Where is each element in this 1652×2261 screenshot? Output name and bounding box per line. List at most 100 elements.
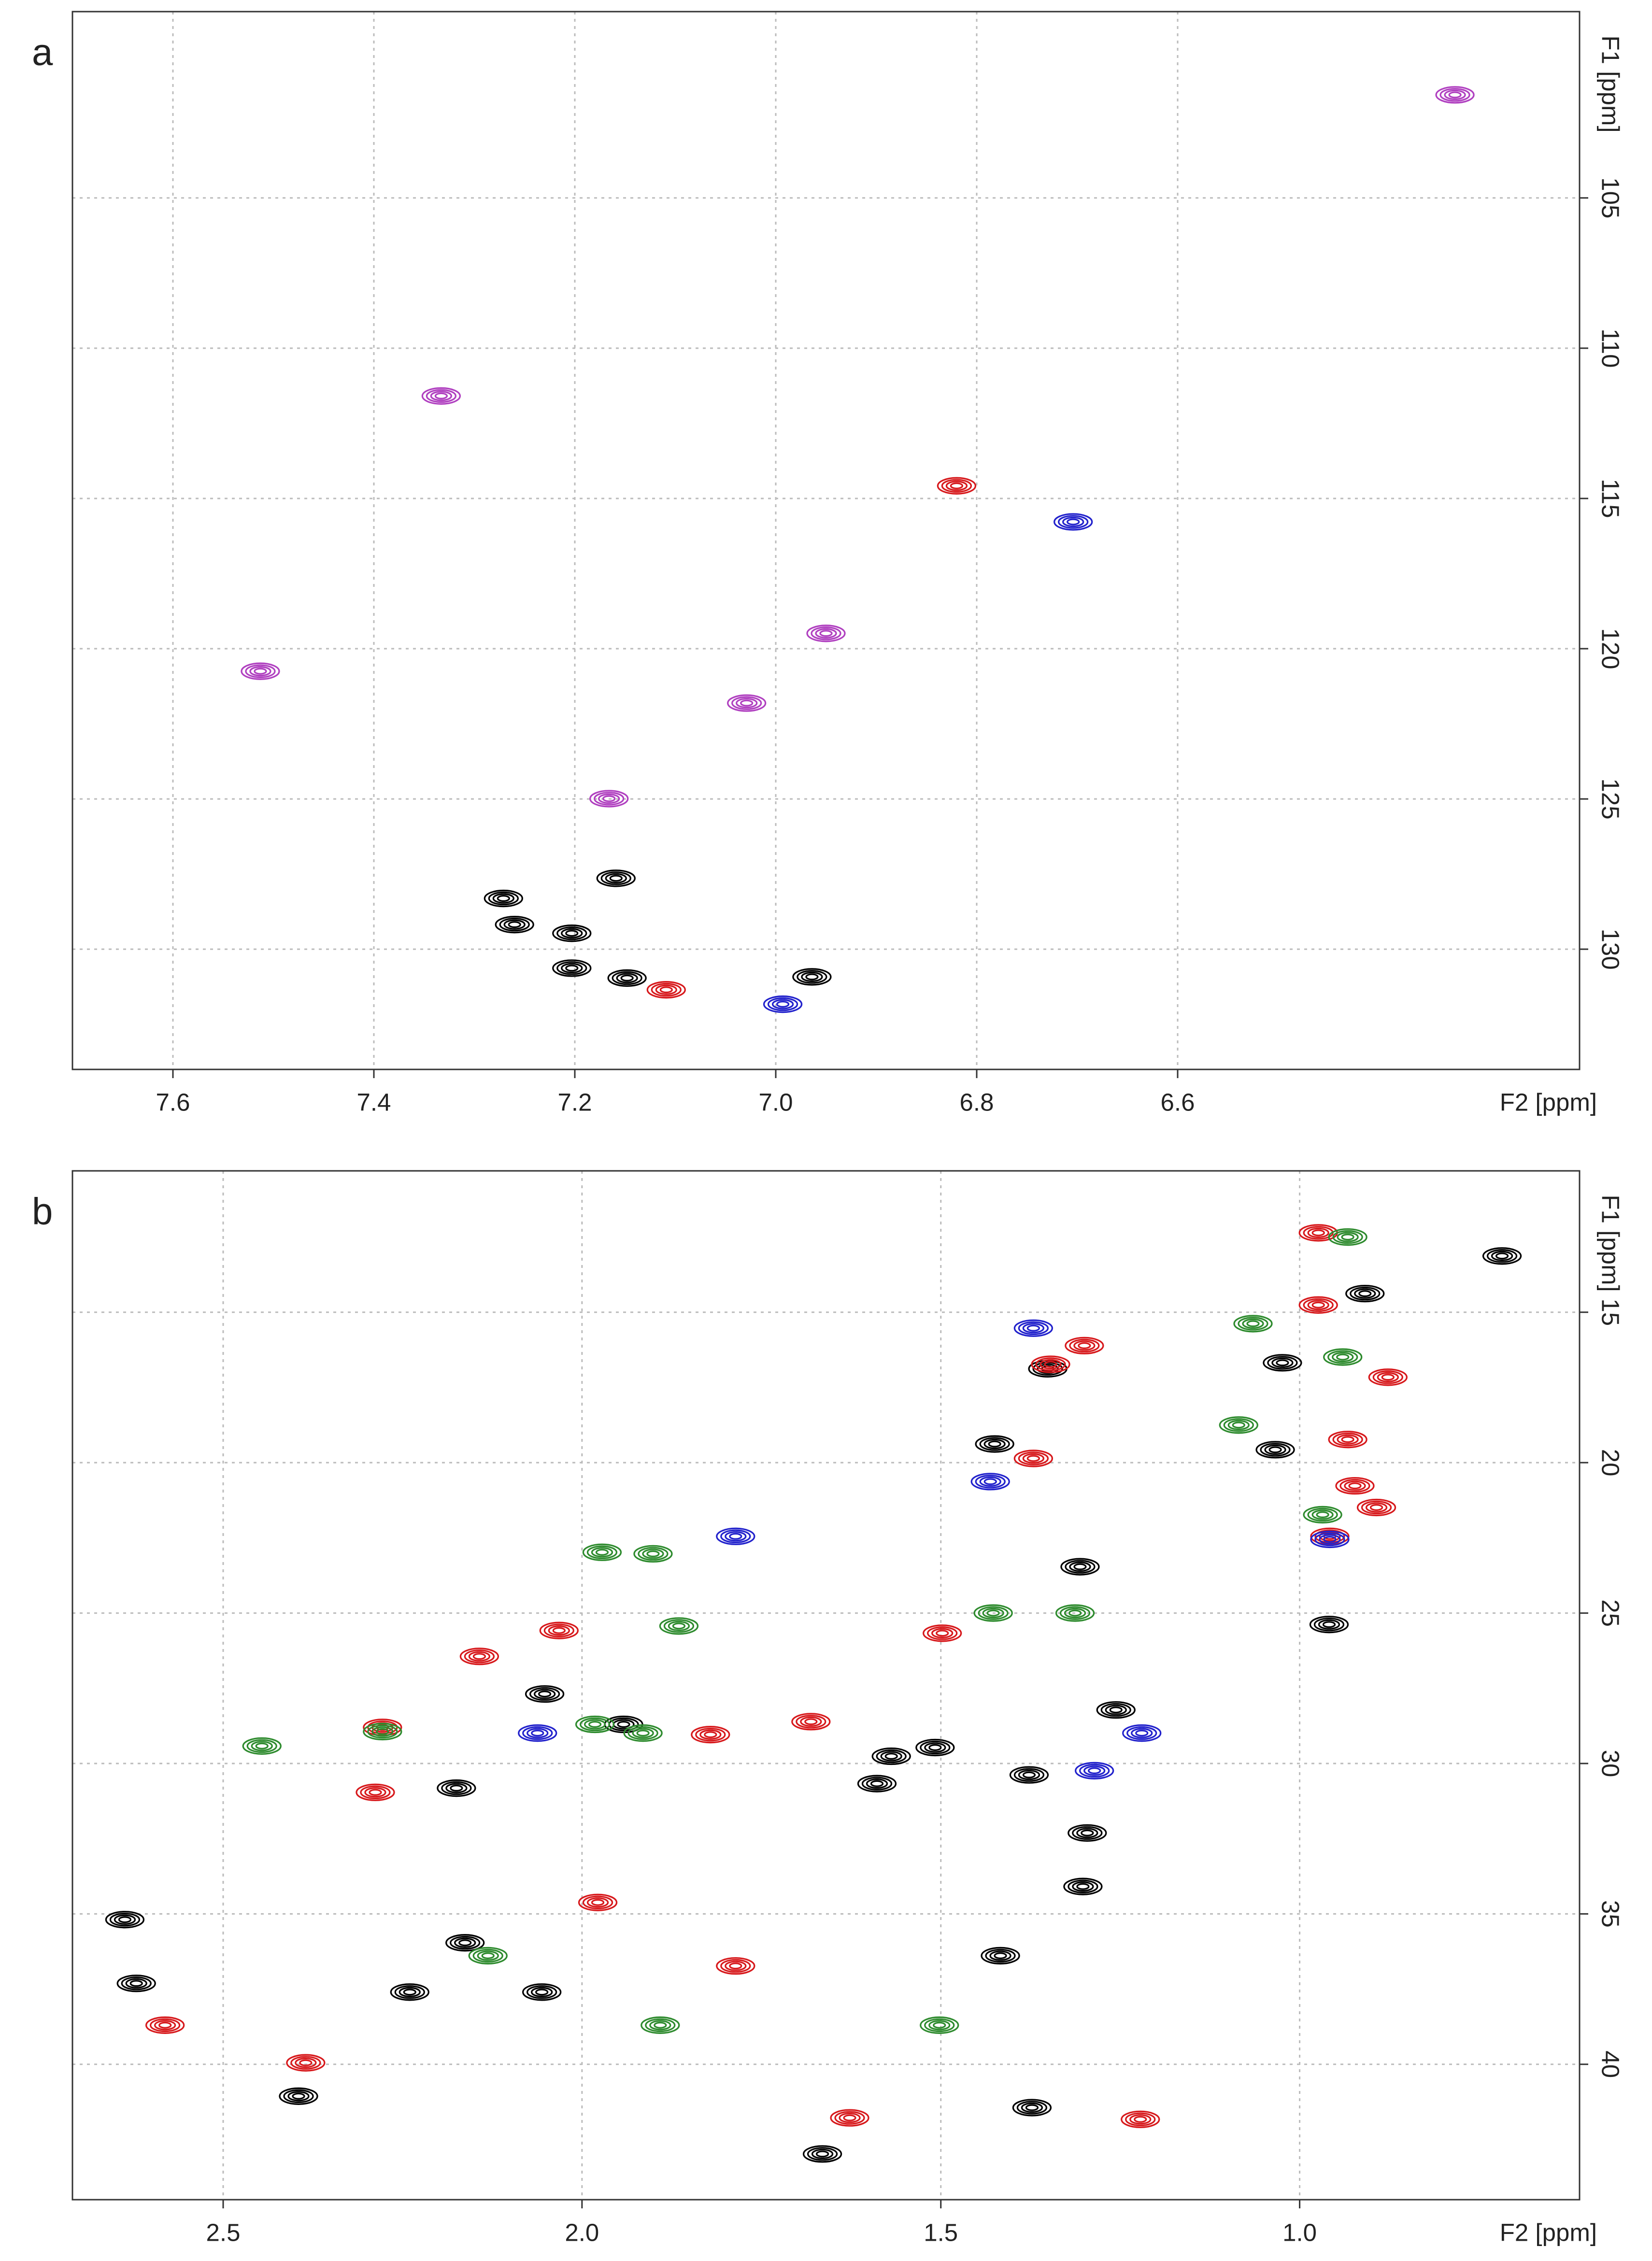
contour: [920, 2016, 959, 2034]
contour: [121, 1977, 152, 1991]
contour: [729, 1533, 742, 1540]
contour: [1083, 1765, 1106, 1776]
contour: [1238, 1317, 1268, 1331]
peak: [1298, 1296, 1338, 1314]
contour: [1337, 1434, 1359, 1445]
contour: [527, 1985, 557, 1999]
contour: [1060, 1558, 1100, 1576]
contour: [1345, 1285, 1385, 1303]
contour: [1044, 1361, 1057, 1368]
y-tick-label: 20: [1597, 1449, 1624, 1477]
contour: [1062, 516, 1084, 527]
contour: [535, 1989, 549, 1996]
peak: [286, 2054, 326, 2072]
contour: [839, 2112, 861, 2123]
contour: [492, 893, 514, 904]
peak: [857, 1775, 897, 1792]
contour: [1232, 1422, 1245, 1429]
contour: [649, 2020, 671, 2031]
peak: [582, 1543, 622, 1561]
contour: [857, 1775, 897, 1792]
contour: [245, 664, 276, 678]
contour: [800, 1716, 822, 1727]
contour: [1013, 1768, 1045, 1782]
contour: [1311, 1229, 1325, 1237]
contour: [472, 1948, 503, 1963]
peak: [806, 625, 846, 642]
contour: [704, 1731, 717, 1738]
contour: [591, 1547, 613, 1558]
contour: [1242, 1318, 1264, 1329]
contour: [819, 630, 833, 637]
peak: [145, 2016, 185, 2034]
contour: [1105, 1705, 1127, 1715]
contour: [1018, 1451, 1049, 1465]
contour: [1332, 1351, 1354, 1363]
contour: [1065, 1337, 1104, 1355]
contour: [499, 917, 530, 932]
contour: [1025, 2104, 1039, 2111]
peak: [525, 1685, 565, 1703]
contour: [283, 2089, 314, 2104]
contour: [609, 875, 623, 882]
contour: [292, 2092, 305, 2100]
contour: [1223, 1418, 1254, 1432]
contour: [1100, 1703, 1131, 1717]
peak: [552, 959, 592, 977]
peak: [495, 916, 534, 934]
contour: [538, 1691, 552, 1698]
contour: [1344, 1480, 1366, 1491]
contour: [1264, 1444, 1286, 1455]
contour: [488, 891, 519, 906]
peak: [915, 1738, 955, 1757]
contour: [295, 2058, 317, 2068]
contour: [1328, 1228, 1367, 1246]
peak: [1012, 2099, 1052, 2117]
contour: [437, 1779, 476, 1797]
contour: [1031, 1355, 1070, 1373]
contour: [1336, 1353, 1350, 1361]
contour: [503, 919, 526, 930]
contour: [1065, 1560, 1096, 1574]
contour: [356, 1783, 395, 1801]
peak: [105, 1911, 145, 1929]
peak: [1435, 86, 1475, 104]
contour: [508, 921, 521, 928]
contour: [518, 1724, 557, 1742]
contour: [421, 387, 461, 405]
peak: [1063, 1877, 1103, 1895]
peak: [1309, 1616, 1349, 1634]
contour: [481, 1952, 495, 1960]
peak: [522, 1983, 562, 2001]
contour: [1323, 1536, 1337, 1543]
contour: [403, 1989, 416, 1996]
contour: [763, 995, 803, 1013]
peak: [1054, 513, 1093, 531]
contour: [525, 1685, 565, 1703]
contour: [286, 2054, 326, 2072]
contour: [588, 1721, 602, 1728]
peak: [607, 969, 647, 987]
peak: [1323, 1348, 1363, 1366]
contour: [797, 970, 827, 984]
contour: [565, 930, 579, 937]
contour: [1009, 1766, 1049, 1784]
peak: [659, 1617, 699, 1635]
contour: [154, 2020, 176, 2031]
plot-frame: [71, 1170, 1581, 2201]
contour: [1069, 1562, 1091, 1572]
x-tick-label: 1.5: [924, 2219, 958, 2247]
contour: [1322, 1621, 1336, 1628]
y-tick-label: 110: [1597, 328, 1624, 368]
contour: [636, 1730, 650, 1737]
contour: [776, 1000, 790, 1008]
contour: [1316, 1511, 1329, 1518]
contour: [591, 1899, 605, 1906]
contour: [1339, 1479, 1370, 1493]
contour: [871, 1747, 911, 1765]
x-tick-label: 1.0: [1282, 2219, 1317, 2247]
contour: [561, 928, 583, 939]
contour: [771, 999, 794, 1010]
peak: [937, 477, 977, 495]
y-tick-label: 30: [1597, 1750, 1624, 1778]
